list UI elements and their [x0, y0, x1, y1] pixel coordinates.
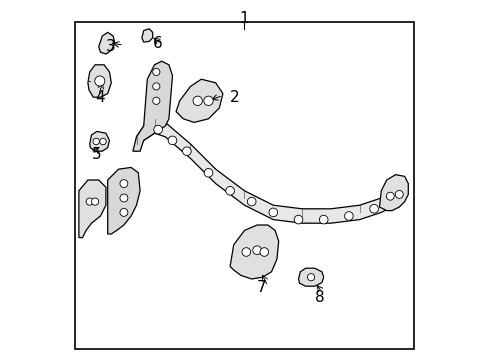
Polygon shape: [136, 119, 395, 223]
Circle shape: [242, 248, 250, 256]
Polygon shape: [142, 29, 152, 42]
Circle shape: [225, 186, 234, 195]
Polygon shape: [133, 61, 172, 151]
Circle shape: [120, 180, 127, 188]
Circle shape: [95, 76, 104, 86]
Circle shape: [394, 190, 403, 198]
Text: 5: 5: [91, 147, 101, 162]
Circle shape: [93, 138, 99, 145]
Circle shape: [369, 204, 378, 213]
Circle shape: [203, 96, 213, 105]
Circle shape: [204, 168, 212, 177]
Circle shape: [100, 138, 106, 145]
Circle shape: [193, 96, 202, 105]
Polygon shape: [379, 175, 407, 211]
Text: 3: 3: [106, 39, 116, 54]
Circle shape: [153, 125, 162, 134]
Polygon shape: [298, 268, 323, 286]
Polygon shape: [79, 180, 106, 238]
Circle shape: [168, 136, 177, 145]
Circle shape: [120, 208, 127, 216]
Circle shape: [294, 215, 302, 224]
Circle shape: [152, 83, 160, 90]
Polygon shape: [88, 65, 111, 97]
Circle shape: [182, 147, 191, 156]
Circle shape: [344, 212, 352, 220]
Polygon shape: [176, 79, 223, 122]
Circle shape: [307, 274, 314, 281]
Text: 8: 8: [314, 289, 324, 305]
Polygon shape: [107, 167, 140, 234]
Circle shape: [152, 97, 160, 104]
Polygon shape: [89, 131, 109, 151]
Circle shape: [252, 246, 261, 255]
Circle shape: [386, 192, 393, 200]
Text: 2: 2: [230, 90, 239, 105]
Text: 7: 7: [257, 280, 266, 296]
Circle shape: [152, 68, 160, 76]
Circle shape: [120, 194, 127, 202]
Circle shape: [268, 208, 277, 217]
Text: 4: 4: [95, 90, 104, 105]
Polygon shape: [230, 225, 278, 279]
Circle shape: [86, 198, 93, 205]
Text: 1: 1: [239, 11, 249, 26]
Circle shape: [247, 197, 256, 206]
Polygon shape: [99, 32, 115, 54]
Circle shape: [91, 198, 99, 205]
Circle shape: [260, 248, 268, 256]
Circle shape: [319, 215, 327, 224]
Text: 6: 6: [152, 36, 162, 51]
